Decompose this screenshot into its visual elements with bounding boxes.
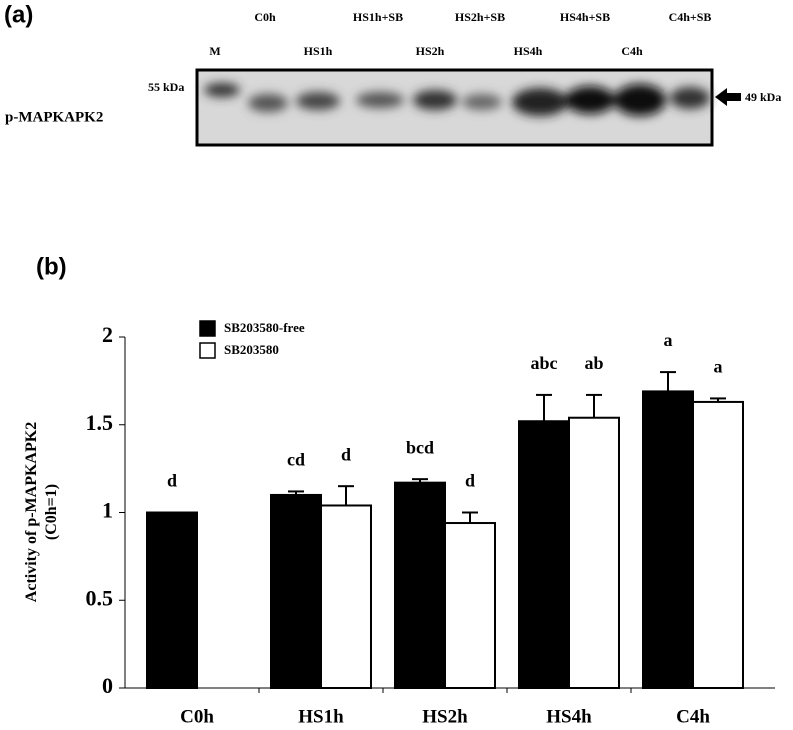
arrow xyxy=(715,88,741,106)
bar xyxy=(270,493,322,690)
lane-label: HS4h xyxy=(514,44,543,58)
x-tick-label: HS2h xyxy=(422,706,468,727)
significance-label: abc xyxy=(531,353,558,373)
bar xyxy=(320,504,372,690)
x-tick-label: C4h xyxy=(676,706,710,727)
x-tick-label: HS1h xyxy=(298,706,344,727)
blot xyxy=(195,68,714,147)
y-axis-label-line: Activity of p-MAPKAPK2 xyxy=(23,422,40,602)
legend-swatch xyxy=(199,320,216,337)
significance-label: a xyxy=(664,330,673,350)
marker-label: 49 kDa xyxy=(745,90,781,104)
lane-label: HS1h+SB xyxy=(353,10,403,24)
y-tick-label: 1.5 xyxy=(86,410,114,435)
significance-label: d xyxy=(465,471,475,491)
legend-swatch xyxy=(199,342,216,359)
significance-label: d xyxy=(167,471,177,491)
y-axis-label: Activity of p-MAPKAPK2 (C0h=1) xyxy=(23,422,60,602)
x-tick-label: HS4h xyxy=(546,706,592,727)
lane-label: C0h xyxy=(254,10,276,24)
lane-label: HS2h xyxy=(416,44,445,58)
y-tick-label: 2 xyxy=(102,322,113,347)
y-axis-label-line: (C0h=1) xyxy=(43,484,60,540)
significance-label: bcd xyxy=(406,437,434,457)
marker-label: 55 kDa xyxy=(148,80,184,94)
bar xyxy=(518,420,570,689)
error-bar xyxy=(536,393,552,422)
panel-label: (b) xyxy=(36,253,67,280)
lane-label: C4h+SB xyxy=(669,10,712,24)
legend-label: SB203580-free xyxy=(224,320,305,335)
error-bar xyxy=(586,393,602,418)
chart: 0 0.5 1 1.5 2 Activity of p-MAPKAPK2 (C0h=1) C0… xyxy=(23,320,775,727)
bar xyxy=(394,481,446,690)
error-bar xyxy=(660,371,676,392)
bar xyxy=(444,522,496,690)
x-tick-label: C0h xyxy=(180,706,214,727)
significance-label: a xyxy=(714,357,723,377)
error-bar xyxy=(338,485,354,506)
legend-label: SB203580 xyxy=(224,342,279,357)
lane-label: HS2h+SB xyxy=(455,10,505,24)
error-bar xyxy=(412,478,428,483)
bar xyxy=(692,400,744,689)
bar xyxy=(642,390,694,689)
lane-label: M xyxy=(209,44,220,58)
significance-label: ab xyxy=(584,353,603,373)
error-bar xyxy=(288,490,304,495)
lane-label: C4h xyxy=(621,44,643,58)
bar xyxy=(146,511,198,689)
y-tick-label: 1 xyxy=(102,498,113,523)
panel-label: (a) xyxy=(4,1,33,28)
row-label: p-MAPKAPK2 xyxy=(5,109,103,125)
significance-label: d xyxy=(341,444,351,464)
significance-label: cd xyxy=(287,450,305,470)
bar xyxy=(568,416,620,689)
error-bar xyxy=(462,511,478,524)
lane-label: HS1h xyxy=(304,44,333,58)
y-tick-label: 0 xyxy=(102,673,113,698)
y-tick-label: 0.5 xyxy=(86,585,114,610)
error-bar xyxy=(710,397,726,402)
lane-label: HS4h+SB xyxy=(560,10,610,24)
